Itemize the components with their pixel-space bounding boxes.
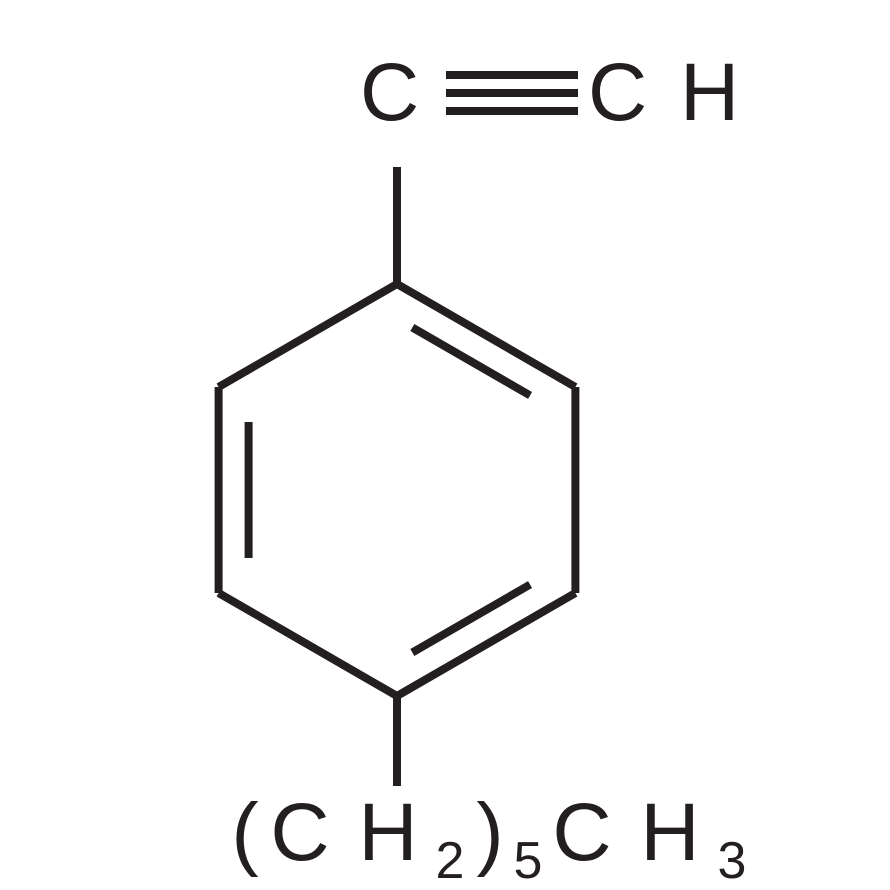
alkyne-c2: C xyxy=(588,47,647,138)
alkyl-h: H xyxy=(358,787,417,878)
alkyl-c: C xyxy=(270,787,329,878)
alkyl-c2: C xyxy=(552,787,611,878)
sub-5: 5 xyxy=(514,832,543,890)
chemical-structure: CCH(CH2)5CH3 xyxy=(0,0,890,890)
alkyne-c1: C xyxy=(360,47,419,138)
paren-open: ( xyxy=(231,787,258,878)
sub-2: 2 xyxy=(436,832,465,890)
sub-3: 3 xyxy=(718,832,747,890)
paren-close: ) xyxy=(476,787,503,878)
alkyl-h2: H xyxy=(640,787,699,878)
alkyne-h: H xyxy=(680,47,739,138)
